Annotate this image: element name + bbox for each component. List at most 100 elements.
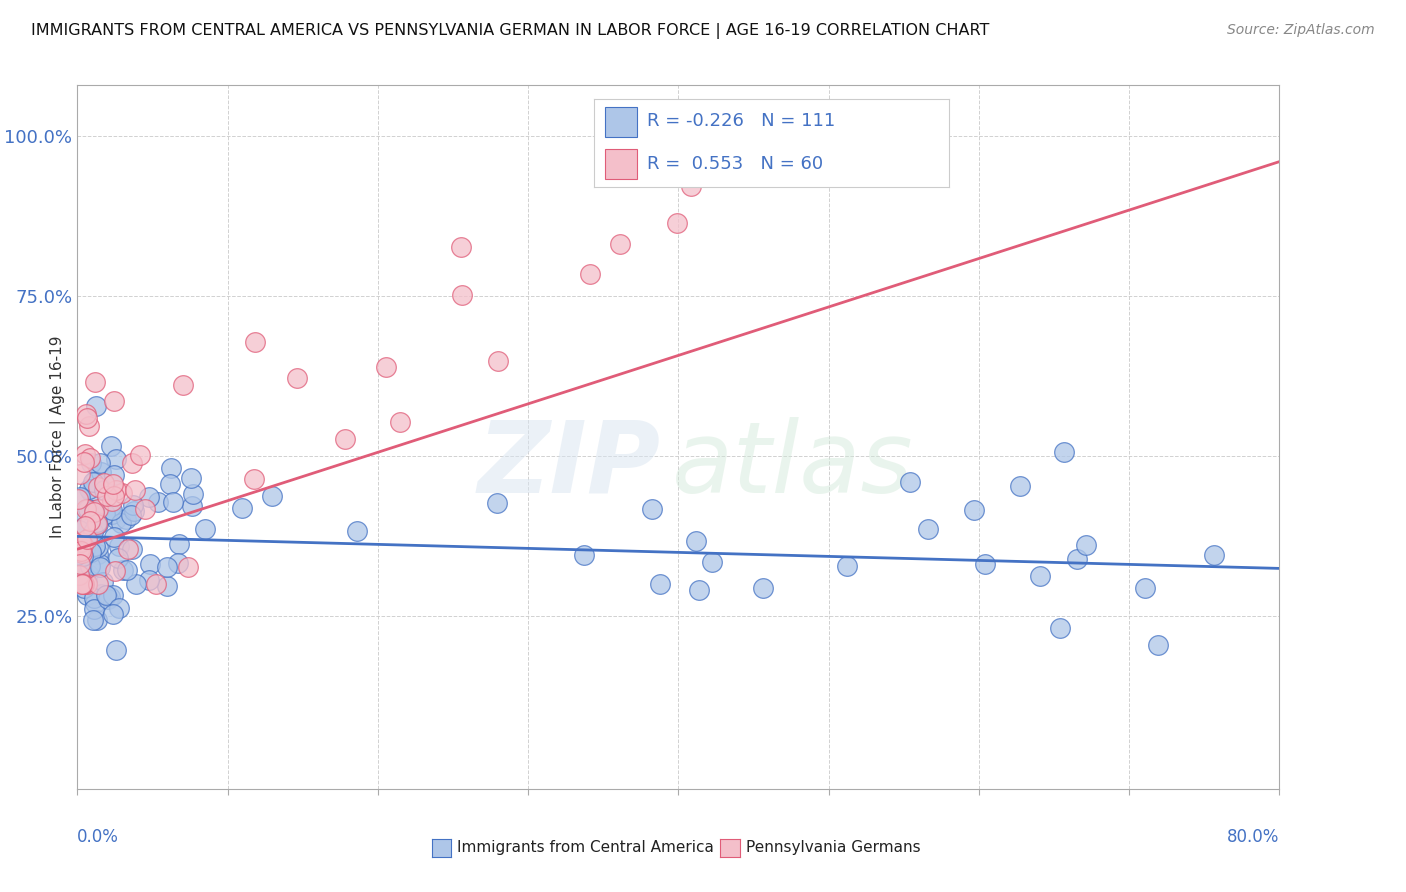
Point: [83, 376, 105, 390]
Point: [77, 502, 100, 516]
Point: [104, 452, 127, 467]
Point: [146, 495, 169, 509]
Point: [115, 512, 138, 526]
Point: [169, 536, 191, 550]
Point: [1028, 568, 1050, 582]
Point: [84, 595, 107, 609]
Point: [111, 486, 134, 500]
Point: [103, 489, 125, 503]
Point: [180, 470, 202, 484]
Point: [72, 549, 94, 563]
Point: [104, 512, 127, 526]
Point: [87, 547, 110, 561]
Point: [70, 558, 93, 573]
Point: [751, 581, 773, 595]
Point: [73, 577, 96, 591]
Point: [110, 516, 132, 531]
Point: [93, 476, 115, 491]
Point: [69, 535, 91, 549]
Point: [181, 499, 204, 513]
Point: [89, 557, 111, 571]
Point: [285, 371, 308, 385]
Point: [97, 592, 120, 607]
Point: [335, 432, 357, 446]
Point: [86, 517, 108, 532]
Point: [72, 577, 94, 591]
Point: [641, 502, 664, 516]
Point: [579, 268, 602, 282]
Point: [69, 551, 91, 566]
Point: [76, 588, 98, 602]
Point: [485, 496, 508, 510]
Point: [243, 334, 266, 349]
Point: [96, 490, 118, 504]
Point: [79, 514, 101, 528]
Point: [73, 581, 96, 595]
Point: [194, 522, 217, 536]
Point: [121, 456, 143, 470]
Point: [100, 507, 122, 521]
Point: [107, 600, 129, 615]
Point: [100, 493, 122, 508]
Point: [80, 485, 103, 500]
Point: [101, 477, 124, 491]
Point: [94, 588, 117, 602]
Point: [72, 537, 94, 551]
Point: [138, 490, 160, 504]
Point: [122, 504, 145, 518]
Point: [91, 575, 114, 590]
Point: [108, 539, 131, 553]
Point: [73, 542, 96, 557]
Point: [124, 483, 146, 497]
Point: [67, 543, 90, 558]
Point: [98, 591, 121, 605]
Point: [82, 524, 104, 539]
Point: [1010, 479, 1032, 493]
Text: Pennsylvania Germans: Pennsylvania Germans: [745, 839, 921, 855]
Point: [93, 483, 115, 497]
Point: [243, 472, 266, 486]
Point: [111, 563, 134, 577]
Point: [94, 507, 117, 521]
Point: [1202, 549, 1225, 563]
Point: [159, 477, 181, 491]
Point: [679, 179, 702, 194]
Point: [67, 567, 90, 582]
Point: [1146, 639, 1168, 653]
Point: [103, 393, 125, 408]
Point: [79, 559, 101, 574]
Point: [1049, 621, 1071, 635]
Point: [117, 541, 139, 556]
Point: [79, 419, 101, 434]
Text: 0.0%: 0.0%: [77, 828, 120, 847]
Point: [1052, 444, 1074, 458]
Point: [101, 589, 124, 603]
Point: [87, 516, 110, 531]
Point: [90, 586, 112, 600]
Point: [105, 643, 128, 657]
Point: [84, 400, 107, 414]
Point: [73, 455, 96, 469]
Point: [107, 551, 129, 566]
Point: [87, 501, 110, 516]
Point: [73, 519, 96, 533]
Point: [974, 557, 997, 571]
Point: [121, 542, 143, 557]
Point: [100, 439, 122, 453]
Point: [702, 555, 724, 569]
Point: [76, 575, 98, 590]
Point: [72, 546, 94, 560]
Point: [346, 524, 368, 538]
Point: [76, 577, 98, 591]
Text: Immigrants from Central America: Immigrants from Central America: [457, 839, 714, 855]
Point: [103, 468, 125, 483]
Point: [685, 533, 707, 548]
Point: [87, 577, 110, 591]
Point: [120, 508, 142, 523]
Point: [84, 518, 107, 533]
Point: [666, 216, 689, 230]
Point: [172, 378, 194, 392]
Point: [650, 577, 672, 591]
Point: [688, 583, 710, 598]
Point: [75, 519, 97, 533]
